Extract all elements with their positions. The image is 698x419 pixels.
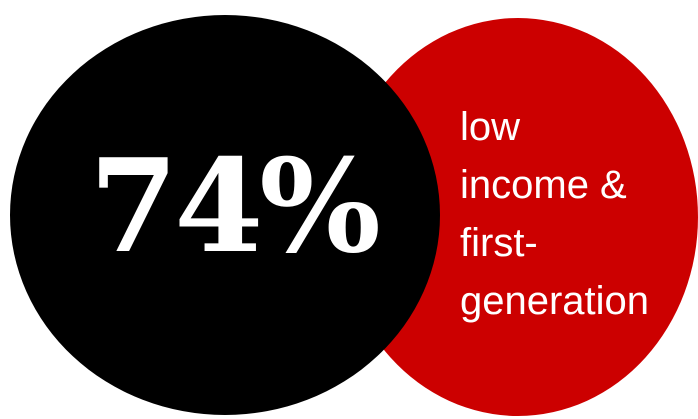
black-circle: [10, 15, 440, 415]
description-line-1: low: [460, 105, 521, 149]
stat-description: low income & first- generation: [460, 98, 690, 330]
description-line-4: generation: [460, 279, 650, 323]
description-line-3: first-: [460, 221, 538, 265]
percentage-stat: 74%: [89, 132, 381, 282]
description-line-2: income &: [460, 163, 627, 207]
